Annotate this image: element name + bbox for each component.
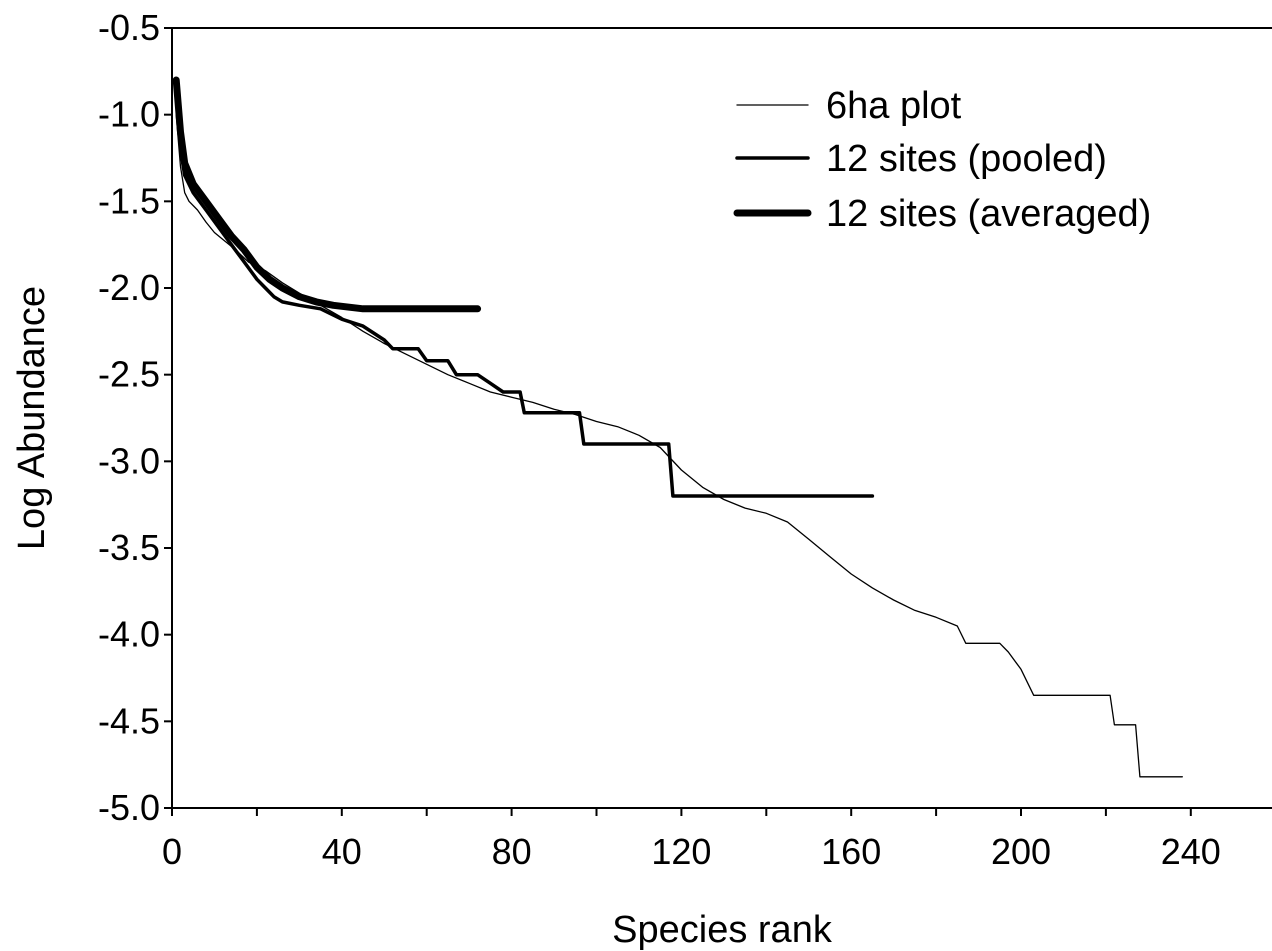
legend: 6ha plot 12 sites (pooled) 12 sites (avera… bbox=[733, 85, 1151, 235]
legend-label: 12 sites (pooled) bbox=[826, 138, 1107, 180]
x-tick-label: 40 bbox=[322, 831, 362, 872]
series-line-12-sites-pooled bbox=[174, 86, 875, 498]
legend-label: 12 sites (averaged) bbox=[826, 193, 1151, 235]
y-axis-title: Log Abundance bbox=[11, 286, 53, 550]
x-tick-label: 200 bbox=[991, 831, 1051, 872]
y-tick-label: -3.5 bbox=[98, 527, 160, 568]
y-tick-label: -4.0 bbox=[98, 614, 160, 655]
x-axis-ticks: 0 40 80 120 160 200 240 bbox=[162, 808, 1221, 872]
x-tick-label: 240 bbox=[1161, 831, 1221, 872]
y-tick-label: -0.5 bbox=[98, 7, 160, 48]
x-tick-label: 120 bbox=[651, 831, 711, 872]
y-tick-label: -1.0 bbox=[98, 94, 160, 135]
legend-label: 6ha plot bbox=[826, 85, 962, 127]
y-tick-label: -1.5 bbox=[98, 180, 160, 221]
series-layer bbox=[172, 76, 1183, 778]
y-tick-label: -2.5 bbox=[98, 354, 160, 395]
x-tick-label: 80 bbox=[492, 831, 532, 872]
y-tick-label: -2.0 bbox=[98, 267, 160, 308]
y-tick-label: -5.0 bbox=[98, 787, 160, 828]
plot-frame bbox=[171, 27, 1272, 809]
x-tick-label: 0 bbox=[162, 831, 182, 872]
y-tick-label: -4.5 bbox=[98, 700, 160, 741]
x-tick-label: 160 bbox=[821, 831, 881, 872]
x-axis-title: Species rank bbox=[612, 909, 833, 951]
y-axis-ticks: -0.5 -1.0 -1.5 -2.0 -2.5 -3.0 -3.5 -4.0 -4.5 -5.0 bbox=[98, 7, 172, 828]
series-line-12-sites-averaged bbox=[172, 76, 482, 313]
y-tick-label: -3.0 bbox=[98, 440, 160, 481]
